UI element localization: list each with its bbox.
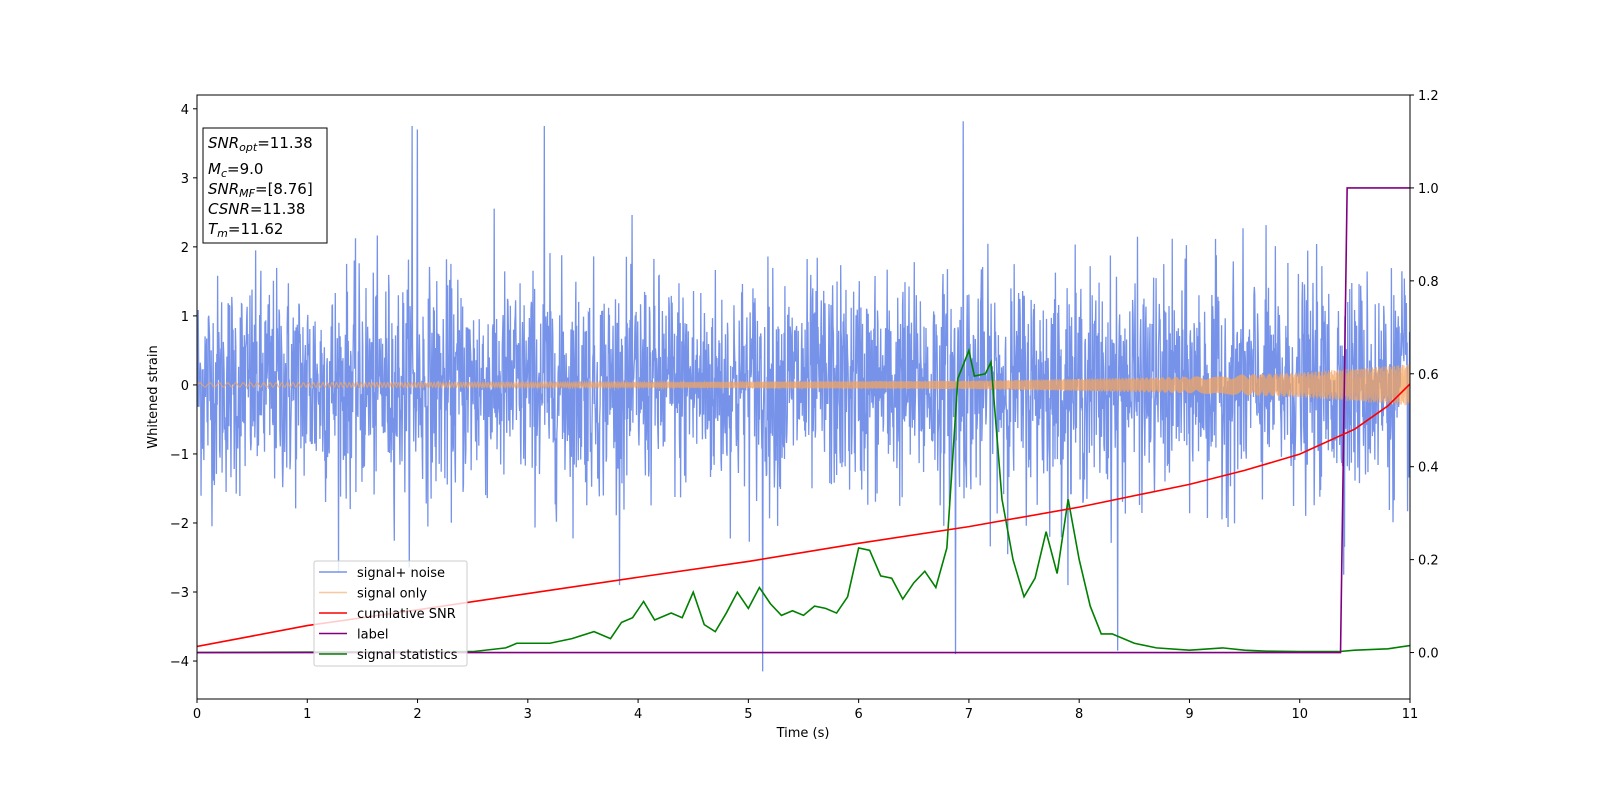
legend-label: signal+ noise	[357, 566, 445, 581]
x-tick-label: 2	[413, 707, 421, 722]
x-tick-label: 8	[1075, 707, 1083, 722]
svg-text:SNRopt=11.38: SNRopt=11.38	[208, 134, 313, 154]
y-tick-label: 2	[181, 241, 189, 256]
svg-text:Tm=11.62: Tm=11.62	[208, 220, 283, 240]
svg-text:CSNR=11.38: CSNR=11.38	[208, 200, 305, 218]
y-tick-label: 4	[181, 103, 189, 118]
y2-tick-label: 0.0	[1418, 647, 1439, 662]
label-line	[197, 187, 1410, 654]
x-tick-label: 6	[854, 707, 862, 722]
y2-tick-label: 0.4	[1418, 461, 1439, 476]
y2-tick-label: 0.2	[1418, 554, 1439, 569]
y-tick-label: −3	[170, 586, 189, 601]
x-axis-label: Time (s)	[776, 726, 830, 741]
legend-label: cumilative SNR	[357, 607, 456, 622]
y-axis-left: 4 3 2 1 0 −1 −2 −3 −4	[170, 103, 197, 670]
y-tick-label: −2	[170, 517, 189, 532]
y2-tick-label: 0.6	[1418, 368, 1439, 383]
x-tick-label: 4	[634, 707, 642, 722]
annotation-snr-opt: =11.38	[257, 134, 313, 152]
x-tick-label: 9	[1185, 707, 1193, 722]
y2-tick-label: 0.8	[1418, 275, 1439, 290]
signal-only-line	[197, 364, 1410, 406]
annotation-mc: =9.0	[227, 160, 263, 178]
annotation-snr-mf: =[8.76]	[255, 180, 313, 198]
y-axis-right: 1.2 1.0 0.8 0.6 0.4 0.2 0.0	[1410, 89, 1439, 662]
y2-tick-label: 1.0	[1418, 182, 1439, 197]
annotation-csnr: =11.38	[250, 200, 306, 218]
signal-only-series	[197, 364, 1410, 406]
signal-statistics-line	[197, 347, 1410, 654]
legend-label: label	[357, 628, 388, 643]
x-tick-label: 10	[1291, 707, 1308, 722]
y2-tick-label: 1.2	[1418, 89, 1439, 104]
x-axis: 0 1 2 3 4 5 6 7 8 9 10 11	[193, 699, 1418, 722]
x-tick-label: 0	[193, 707, 201, 722]
y-tick-label: −4	[170, 655, 189, 670]
plot-frame	[196, 94, 1411, 700]
x-tick-label: 7	[965, 707, 973, 722]
x-tick-label: 3	[524, 707, 532, 722]
svg-text:Mc=9.0: Mc=9.0	[208, 160, 263, 180]
annotation-box: SNRopt=11.38 Mc=9.0 SNRMF=[8.76] CSNR=11…	[202, 127, 328, 244]
legend-label: signal only	[357, 587, 427, 602]
y-tick-label: 3	[181, 172, 189, 187]
legend: signal+ noise signal only cumilative SNR la…	[313, 560, 468, 667]
y-axis-label: Whitened strain	[146, 345, 161, 448]
annotation-tm: =11.62	[228, 220, 284, 238]
svg-text:SNRMF=[8.76]: SNRMF=[8.76]	[208, 180, 313, 200]
y-tick-label: 1	[181, 310, 189, 325]
y-tick-label: 0	[181, 379, 189, 394]
x-tick-label: 1	[303, 707, 311, 722]
x-tick-label: 11	[1402, 707, 1419, 722]
y-tick-label: −1	[170, 448, 189, 463]
x-tick-label: 5	[744, 707, 752, 722]
legend-label: signal statistics	[357, 648, 458, 663]
